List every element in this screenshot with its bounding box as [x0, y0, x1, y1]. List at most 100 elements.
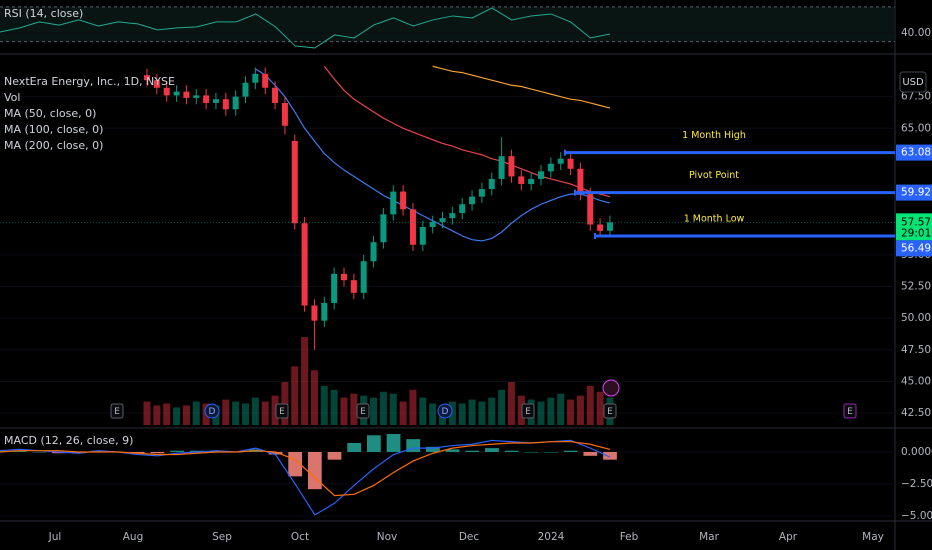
- candle-body: [606, 222, 613, 231]
- x-tick-label: Mar: [699, 531, 719, 543]
- volume-bar: [251, 397, 259, 425]
- signal-line: [0, 441, 611, 497]
- volume-bar: [320, 385, 328, 425]
- volume-bar: [517, 395, 525, 425]
- candle-body: [301, 223, 308, 306]
- y-tick-label: 0.0000: [901, 446, 932, 458]
- macd-histogram-bar: [189, 450, 204, 452]
- candle-body: [390, 191, 397, 215]
- volume-bar: [429, 403, 437, 425]
- level-price-box: [896, 144, 932, 161]
- candle-body: [577, 168, 584, 195]
- event-label: E: [525, 407, 531, 417]
- volume-bar: [389, 393, 397, 425]
- volume-bar: [379, 391, 387, 425]
- level-price-label: 59.92: [901, 187, 931, 199]
- candle-body: [518, 176, 525, 184]
- candle-body: [291, 140, 298, 224]
- macd-histogram-bar: [327, 451, 342, 460]
- event-label: E: [607, 407, 613, 417]
- candle-body: [183, 91, 190, 98]
- volume-label: Vol: [4, 91, 20, 104]
- volume-bar: [192, 401, 200, 425]
- ma-label: MA (100, close, 0): [4, 123, 103, 136]
- event-marker: [356, 403, 370, 419]
- macd-histogram-bar: [445, 449, 460, 452]
- macd-histogram-bar: [485, 448, 499, 452]
- volume-bar: [232, 401, 240, 425]
- rsi-band-fill: [0, 6, 895, 42]
- event-label: E: [360, 407, 366, 417]
- candle-body: [459, 204, 466, 214]
- alert-icon[interactable]: [602, 379, 620, 397]
- level-price-label: 63.08: [901, 147, 931, 159]
- macd-histogram-bar: [544, 451, 558, 453]
- candle-body: [469, 196, 476, 205]
- volume-bar: [340, 397, 348, 425]
- x-tick-label: May: [862, 531, 884, 543]
- macd-histogram-bar: [603, 451, 617, 460]
- macd-histogram-bar: [170, 450, 184, 452]
- event-label: E: [847, 407, 853, 417]
- volume-bar: [478, 401, 486, 425]
- volume-bar: [163, 403, 171, 425]
- volume-bar: [330, 389, 338, 425]
- countdown-label: 29:01: [901, 227, 931, 239]
- event-label: D: [209, 407, 216, 417]
- x-tick-label: Dec: [459, 531, 480, 543]
- volume-bar: [173, 407, 181, 425]
- level-price-box: [896, 184, 932, 201]
- currency-box[interactable]: [899, 71, 927, 93]
- volume-bar: [310, 370, 318, 425]
- macd-histogram-bar: [465, 450, 480, 452]
- macd-histogram-bar: [91, 450, 106, 452]
- candle-body: [419, 227, 426, 245]
- level-price-label: 56.49: [901, 242, 931, 254]
- candle-body: [429, 221, 436, 228]
- level-label: 1 Month Low: [684, 214, 745, 225]
- candle-body: [557, 158, 564, 164]
- last-price-box: [896, 213, 932, 241]
- candle-body: [400, 191, 407, 210]
- volume-bar: [153, 405, 161, 425]
- macd-histogram-bar: [32, 451, 47, 453]
- candle-body: [321, 302, 328, 321]
- volume-bar: [261, 401, 269, 425]
- candle-body: [498, 156, 505, 179]
- y-tick-label: 65.00: [901, 122, 931, 134]
- x-tick-label: Feb: [620, 531, 639, 543]
- candle-body: [203, 95, 210, 103]
- event-marker: [110, 403, 124, 419]
- event-marker: [603, 403, 617, 419]
- currency: USD: [902, 77, 924, 88]
- main-pane: [144, 65, 613, 350]
- candle-body: [281, 102, 288, 126]
- volume-bar: [222, 399, 230, 425]
- x-tick-label: Apr: [779, 531, 798, 543]
- y-tick-label: 67.50: [901, 91, 931, 103]
- candle-body: [153, 80, 160, 88]
- volume-bar: [448, 401, 456, 425]
- y-tick-label: −5.00: [901, 510, 932, 522]
- y-tick-label: 40.00: [901, 27, 931, 39]
- macd-histogram-bar: [130, 451, 145, 454]
- volume-bar: [409, 389, 417, 425]
- candle-body: [341, 273, 347, 281]
- macd-histogram-bar: [504, 450, 519, 452]
- x-tick-label: Sep: [212, 531, 232, 543]
- candle-body: [163, 87, 170, 96]
- macd-histogram-bar: [150, 451, 165, 454]
- x-tick-label: Jul: [48, 531, 62, 543]
- volume-bar: [488, 397, 496, 425]
- volume-bar: [281, 381, 289, 425]
- chart-title: NextEra Energy, Inc., 1D, NYSE: [4, 75, 175, 88]
- candle-body: [331, 273, 338, 303]
- volume-bar: [143, 401, 151, 425]
- macd-histogram-bar: [426, 446, 440, 452]
- macd-histogram-bar: [12, 450, 27, 452]
- candle-body: [449, 213, 456, 219]
- y-tick-label: 42.50: [901, 407, 931, 419]
- macd-histogram-bar: [347, 442, 362, 452]
